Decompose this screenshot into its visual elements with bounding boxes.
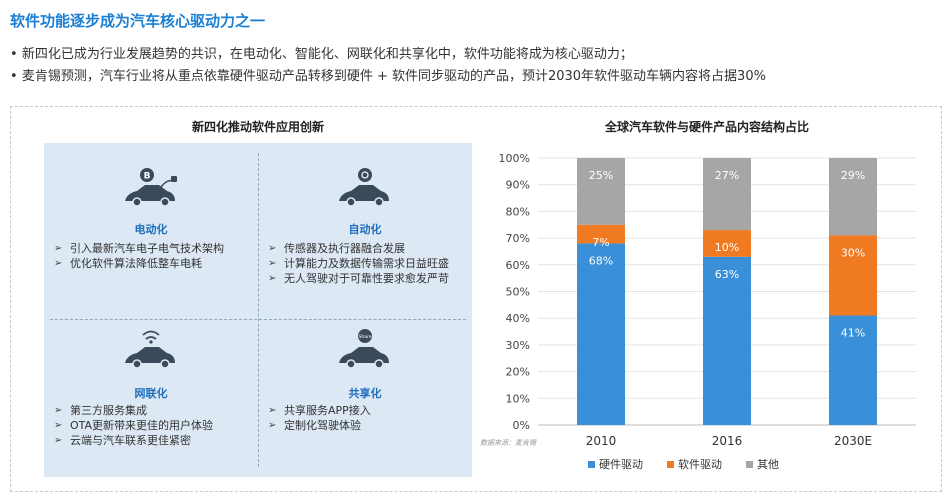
- list-item: OTA更新带来更佳的用户体验: [54, 418, 252, 433]
- chart-title: 全球汽车软件与硬件产品内容结构占比: [604, 120, 809, 134]
- quadrant-title: 共享化: [348, 387, 382, 400]
- list-item: 计算能力及数据传输需求日益旺盛: [268, 256, 466, 271]
- legend-label: 硬件驱动: [599, 458, 643, 471]
- content-frame: [10, 106, 942, 492]
- connected-car-icon: [125, 330, 175, 369]
- legend-swatch: [667, 460, 674, 468]
- page-title: 软件功能逐步成为汽车核心驱动力之一: [10, 12, 266, 30]
- list-item: 优化软件算法降低整车电耗: [54, 256, 252, 271]
- quadrant-autonomous: 自动化 传感器及执行器融合发展 计算能力及数据传输需求日益旺盛 无人驾驶对于可靠…: [258, 143, 472, 319]
- left-panel-title: 新四化推动软件应用创新: [191, 120, 324, 134]
- bullet-item: 麦肯锡预测，汽车行业将从重点依靠硬件驱动产品转移到硬件 + 软件同步驱动的产品，…: [10, 66, 945, 88]
- legend-label: 软件驱动: [678, 458, 722, 471]
- list-item: 传感器及执行器融合发展: [268, 241, 466, 256]
- list-item: 定制化驾驶体验: [268, 418, 466, 433]
- four-trends-panel: B 电动化 引入最新汽车电子电气技术架构 优化软件算法降低整车电耗 自动化 传感…: [44, 143, 472, 477]
- legend-label: 其他: [757, 458, 779, 471]
- legend-swatch: [746, 460, 753, 468]
- legend-item: 其他: [746, 456, 779, 472]
- quadrant-electric: B 电动化 引入最新汽车电子电气技术架构 优化软件算法降低整车电耗: [44, 143, 258, 319]
- svg-text:B: B: [144, 172, 151, 182]
- list-item: 无人驾驶对于可靠性要求愈发严苛: [268, 271, 466, 286]
- list-item: 引入最新汽车电子电气技术架构: [54, 241, 252, 256]
- quadrant-connected: 网联化 第三方服务集成 OTA更新带来更佳的用户体验 云端与汽车联系更佳紧密: [44, 319, 258, 477]
- divider: [258, 153, 259, 467]
- legend-item: 硬件驱动: [588, 456, 643, 472]
- share-badge: Share: [359, 334, 372, 340]
- legend-swatch: [588, 460, 595, 468]
- legend-item: 软件驱动: [667, 456, 722, 472]
- autonomous-car-icon: [339, 168, 389, 207]
- source-note: 数据来源：麦肯锡: [480, 439, 536, 447]
- bullet-item: 新四化已成为行业发展趋势的共识，在电动化、智能化、网联化和共享化中，软件功能将成…: [10, 44, 945, 66]
- electric-car-icon: B: [125, 168, 177, 207]
- list-item: 第三方服务集成: [54, 403, 252, 418]
- list-item: 共享服务APP接入: [268, 403, 466, 418]
- chart-legend: 硬件驱动 软件驱动 其他: [588, 456, 779, 472]
- quadrant-shared: Share 共享化 共享服务APP接入 定制化驾驶体验: [258, 319, 472, 477]
- shared-car-icon: Share: [339, 329, 389, 369]
- quadrant-title: 电动化: [134, 223, 168, 236]
- quadrant-title: 自动化: [348, 223, 382, 236]
- bullet-list: 新四化已成为行业发展趋势的共识，在电动化、智能化、网联化和共享化中，软件功能将成…: [10, 44, 945, 88]
- quadrant-title: 网联化: [134, 387, 168, 400]
- list-item: 云端与汽车联系更佳紧密: [54, 433, 252, 448]
